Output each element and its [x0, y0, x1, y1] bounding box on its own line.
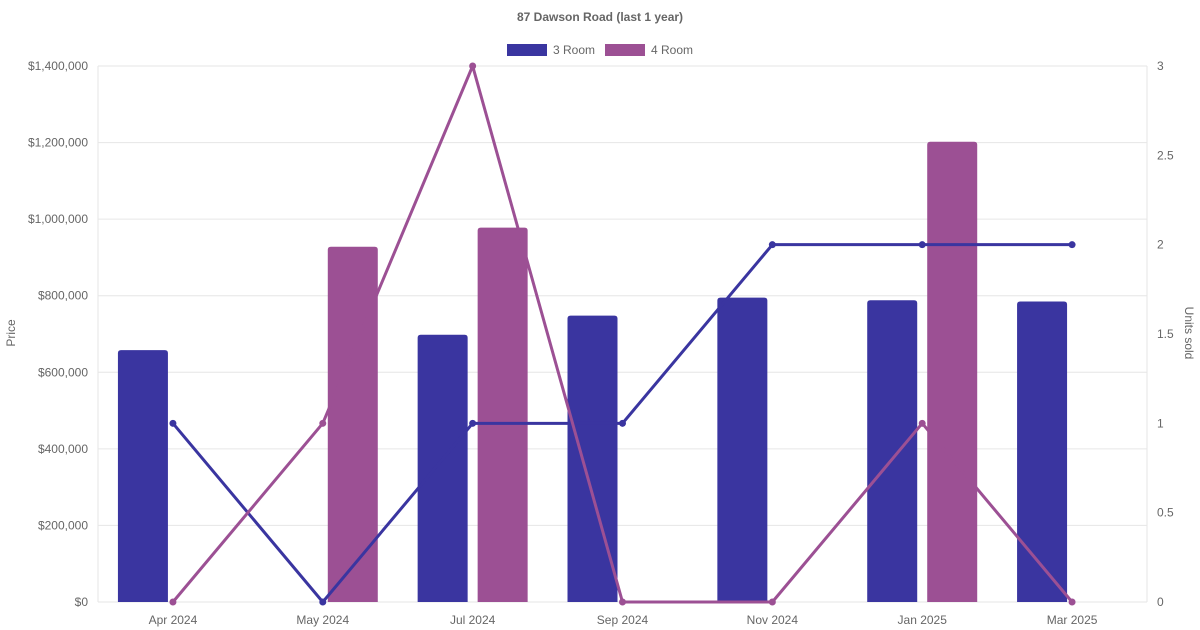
legend: 3 Room 4 Room: [507, 43, 693, 57]
y-left-tick-label: $200,000: [38, 518, 88, 532]
x-tick-label: May 2024: [296, 613, 349, 627]
y-right-tick-label: 3: [1157, 59, 1164, 73]
y-left-tick-label: $1,400,000: [28, 59, 88, 73]
data-point: [619, 419, 626, 427]
legend-swatch: [507, 44, 547, 56]
data-point: [1068, 241, 1076, 249]
data-point: [469, 62, 477, 70]
x-tick-label: Apr 2024: [149, 613, 198, 627]
data-point: [918, 241, 926, 249]
y-left-tick-label: $600,000: [38, 365, 88, 379]
data-point: [1068, 598, 1076, 606]
data-point: [469, 419, 477, 427]
legend-label: 3 Room: [553, 43, 595, 57]
bar: [867, 300, 918, 602]
y-right-tick-label: 2: [1157, 238, 1164, 252]
x-tick-label: Sep 2024: [597, 613, 649, 627]
bar: [417, 334, 468, 602]
y-left-tick-label: $0: [75, 595, 89, 609]
bar: [477, 227, 528, 602]
legend-label: 4 Room: [651, 43, 693, 57]
y-right-tick-label: 0.5: [1157, 506, 1174, 520]
y-left-tick-label: $1,000,000: [28, 212, 88, 226]
data-point: [169, 598, 177, 606]
y-axis-left-title: Price: [4, 319, 18, 347]
bar: [927, 141, 978, 602]
data-point: [768, 241, 776, 249]
data-point: [319, 419, 327, 427]
gridlines: [97, 65, 1148, 603]
bar: [327, 246, 378, 603]
bar: [567, 315, 618, 602]
y-left-tick-label: $400,000: [38, 442, 88, 456]
y-right-tick-label: 0: [1157, 595, 1164, 609]
y-left-tick-label: $1,200,000: [28, 136, 88, 150]
x-tick-label: Nov 2024: [747, 613, 799, 627]
data-point: [169, 419, 177, 427]
data-point: [619, 598, 626, 606]
y-right-tick-label: 1.5: [1157, 327, 1174, 341]
y-axis-right-title: Units sold: [1182, 307, 1196, 360]
bar: [717, 297, 768, 602]
x-tick-label: Mar 2025: [1047, 613, 1098, 627]
bars: [117, 141, 1068, 603]
x-tick-label: Jan 2025: [898, 613, 948, 627]
bar: [117, 350, 168, 602]
lines: [169, 62, 1076, 606]
x-tick-label: Jul 2024: [450, 613, 496, 627]
data-point: [918, 419, 926, 427]
y-left-tick-label: $800,000: [38, 289, 88, 303]
data-point: [768, 598, 776, 606]
data-point: [319, 598, 327, 606]
y-right-tick-label: 1: [1157, 416, 1164, 430]
axes: $0 $200,000 $400,000 $600,000 $800,000 $1,000…: [28, 59, 1174, 627]
bar: [1017, 301, 1068, 602]
y-right-tick-label: 2.5: [1157, 148, 1174, 162]
legend-swatch: [605, 44, 645, 56]
chart-title: 87 Dawson Road (last 1 year): [517, 10, 683, 24]
